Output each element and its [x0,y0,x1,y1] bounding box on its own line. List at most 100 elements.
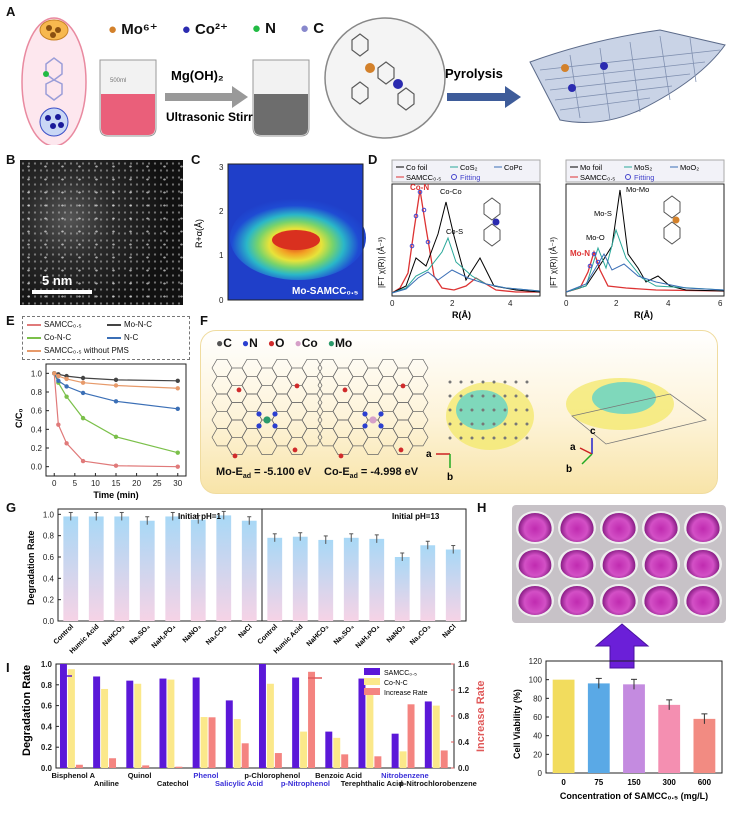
i-category-label: p-Nitrochlorobenzene [399,779,477,788]
lattice-hexagon [286,436,308,455]
i-bar [241,743,249,768]
h-ytick-label: 0 [538,769,543,778]
carbon-atom [525,422,529,426]
lattice-hexagon [241,428,263,447]
lattice-hexagon [347,393,369,412]
lattice-hexagon [241,393,263,412]
g-category-label: NaNO₃ [386,623,407,644]
carbon-atom [448,436,452,440]
lattice-hexagon [362,436,384,455]
i-ytick-label: 0.6 [41,702,53,711]
h-ytick-label: 100 [529,676,543,685]
i-ytick-label: 0.4 [41,722,53,731]
e-legend-label: N-C [124,333,139,342]
e-xtick-label: 10 [91,479,100,488]
well [642,584,680,617]
haadf-stem-image: 5 nm [20,160,183,305]
i-ylabel: Degradation Rate [21,665,33,756]
g-ytick-label: 0.0 [43,617,55,626]
g-bar [420,545,436,621]
d-peak-mo-mo: Mo-Mo [626,185,649,194]
scale-label: 5 nm [42,273,73,288]
d-right-xtick: 6 [718,299,723,308]
i-bar [374,756,382,768]
g-category-label: Control [257,623,280,646]
i-legend-label: Co-N-C [384,680,408,687]
e-xtick-label: 15 [112,479,121,488]
i-bar [333,737,341,768]
i-bar [292,677,300,768]
process-label: Ultrasonic Stirring [166,110,271,124]
g-bar [267,537,283,621]
i-ytick-label: 0.0 [41,764,53,773]
carbon-atom [492,380,496,384]
e-legend-item: Co-N-C [27,333,71,342]
d-right-ylabel: |FT χ(R)| (Å⁻³) [549,237,558,288]
g-category-label: Na₂SO₄ [129,623,152,646]
h-xlabel: Concentration of SAMCC₀.₅ (mg/L) [560,791,708,801]
co-adsorption-energy: Co-Ead = -4.998 eV [324,466,419,481]
lattice-hexagon [226,402,248,421]
oxygen-atom [236,387,242,393]
oxygen-atom [398,447,404,453]
carbon-atom [448,380,452,384]
h-ytick-label: 20 [533,750,542,759]
i-category-label: Benzoic Acid [315,771,362,780]
g-category-label: Na₂CO₃ [205,623,228,646]
e-data-point [56,422,61,427]
metal-atom [369,416,377,424]
well [516,584,554,617]
lattice-hexagon [377,393,399,412]
e-data-point [64,394,69,399]
lattice-hexagon [286,402,308,421]
e-legend-swatch [27,336,41,339]
lattice-hexagon [271,428,293,447]
i-bar [200,717,208,768]
carbon-atom [470,380,474,384]
i-bar [225,700,233,768]
e-data-point [113,463,119,468]
carbon-atom [514,394,518,398]
lattice-hexagon [362,367,384,386]
lattice-hexagon [377,376,399,395]
d-right-xtick: 0 [564,299,569,308]
axis-arrow [579,447,593,455]
d-left-xtick: 2 [450,299,455,308]
porphyrin-molecule-icon [43,57,63,101]
d-left-xlabel: R(Å) [452,310,471,320]
carbon-atom [470,436,474,440]
carbon-atom [503,394,507,398]
lattice-hexagon [317,393,339,412]
lattice-hexagon [317,358,339,378]
panel-a-schematic: 500ml Mg(OH)₂ Ultrasonic Stirring Pyroly… [21,17,726,145]
arrow-right-icon [165,86,248,108]
carbon-atom [470,408,474,412]
i-category-label: Terephthalic Acid [341,779,404,788]
lattice-hexagon [407,393,429,412]
i-y2tick-label: 0.0 [458,764,470,773]
carbon-atom [503,380,507,384]
atom-n: ●N [241,336,258,350]
i-bar [59,664,67,768]
g-category-label: NaCl [237,623,253,639]
carbon-atom [448,422,452,426]
lattice-hexagon [241,358,263,378]
lattice-hexagon [317,376,339,395]
i-legend-swatch [364,668,380,675]
d-peak-co-n: Co-N [410,183,429,192]
g-category-label: NaHCO₃ [306,623,331,648]
c-ytick: 3 [219,163,224,172]
h-bar [587,683,610,773]
carbon-atom [481,436,485,440]
lattice-hexagon [332,419,354,438]
mo-adsorption-energy: Mo-Ead = -5.100 eV [216,466,312,481]
lattice-hexagon [362,384,384,403]
nitrogen-atom [256,423,262,429]
g-category-label: Na₂CO₃ [409,623,432,646]
d-peak-co-s: Co-S [446,227,463,236]
d-right-legend: MoS₂ [634,163,652,172]
e-data-point [113,383,119,388]
lattice-hexagon [301,428,323,447]
e-series-line [53,373,178,468]
g-category-label: NaHCO₃ [102,623,127,648]
